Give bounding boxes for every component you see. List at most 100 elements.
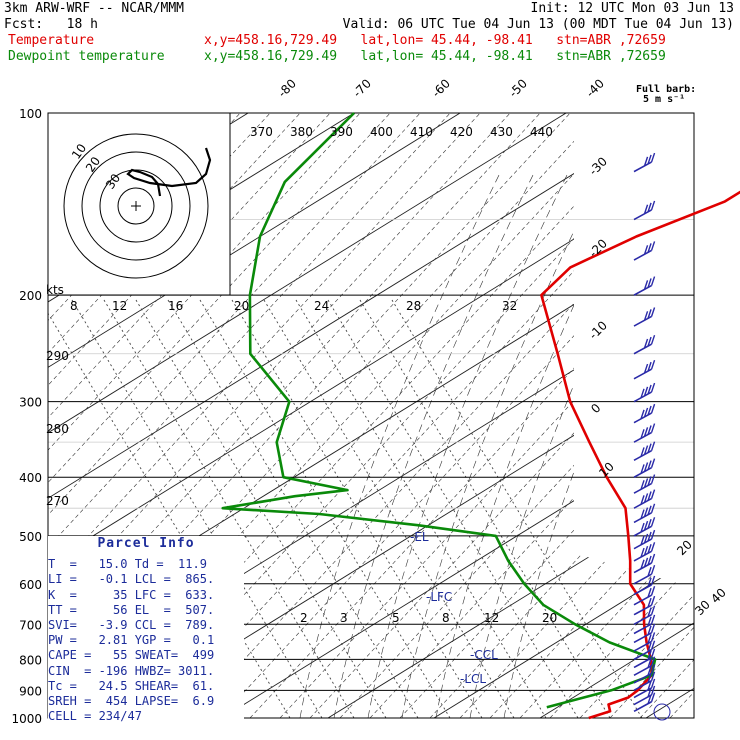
wind-barb-flag [640, 480, 645, 490]
moist-adiabat-line [367, 172, 569, 718]
parcel-info-row: PW = 2.81 YGP = 0.1 [48, 633, 215, 648]
wind-barb-flag [640, 535, 645, 546]
theta-label: 410 [410, 125, 433, 139]
isotherm-line [48, 113, 673, 718]
theta-label: 430 [490, 125, 513, 139]
wind-barb [633, 678, 656, 699]
dry-adiabat-line [609, 113, 694, 718]
isotherm-label: -40 [583, 76, 607, 100]
wind-barb-flag [643, 462, 649, 472]
wind-barb-flag [643, 407, 649, 418]
forecast-hour: Fcst: 18 h [4, 17, 98, 32]
wind-barb-flag [643, 311, 649, 321]
wind-barb [633, 474, 656, 494]
wind-barb-flag [650, 152, 656, 163]
wind-barb-flag [647, 587, 652, 598]
wind-barb [633, 575, 656, 596]
wind-barb [633, 614, 656, 635]
hodograph-speed-label: 28 [406, 299, 421, 313]
isotherm-line [327, 113, 694, 718]
dry-adiabat-line [279, 113, 694, 718]
isotherm-line [221, 113, 694, 718]
wind-barb-flag [647, 278, 652, 288]
wind-barb-flag [650, 605, 656, 615]
wind-barb-flag [650, 632, 656, 642]
wind-barb-flag [650, 403, 656, 414]
wind-barb-flag [650, 614, 656, 625]
hodograph-box [47, 112, 231, 296]
pressure-tick-label: 100 [19, 107, 42, 121]
isotherm-label: -10 [586, 318, 610, 342]
wind-barb-flag [647, 673, 652, 683]
theta-e-line [359, 299, 611, 718]
wind-barb-flag [647, 361, 652, 372]
wind-barb-flag [640, 509, 645, 519]
moist-adiabat-line [299, 172, 501, 718]
isotherm-label: 20 [674, 537, 695, 558]
init-time: Init: 12 UTC Mon 03 Jun 13 [530, 1, 735, 16]
moist-adiabat-line [333, 172, 535, 718]
dry-adiabat-line [399, 113, 694, 718]
wind-barb-flag [650, 575, 656, 586]
wind-barb [633, 241, 656, 261]
dry-adiabat-line [429, 113, 694, 718]
wind-barb-flag [640, 447, 645, 457]
wind-barb-flag [650, 648, 656, 659]
wind-barb-flag [647, 687, 652, 698]
wind-barb-flag [643, 493, 649, 503]
wind-barb-flag [647, 518, 652, 529]
wind-barb-flag [647, 597, 652, 608]
parcel-info-row: SREH = 454 LAPSE= 6.9 [48, 694, 215, 709]
isotherm-label: -30 [586, 154, 610, 178]
wind-barb-flag [647, 491, 652, 501]
isotherm-label: -60 [429, 76, 453, 100]
parcel-info-title: Parcel Info [97, 536, 195, 551]
dry-adiabat-line [99, 113, 694, 718]
theta-e-line [199, 299, 451, 718]
wind-barb-flag [647, 336, 652, 347]
wind-barb-flag [647, 666, 652, 676]
wind-barb-flag [647, 202, 652, 213]
wind-barb-flag [643, 245, 649, 255]
temperature-line [540, 190, 740, 720]
wind-barb-flag [647, 476, 652, 486]
wind-barb [633, 276, 656, 296]
moist-adiabat-line [435, 172, 637, 718]
temperature-legend-label: Temperature [8, 33, 95, 48]
hodograph-ring [117, 187, 155, 225]
isotherm-label: -70 [350, 76, 374, 100]
dry-adiabat-line [309, 113, 694, 718]
hodograph-trace [126, 147, 212, 197]
hodograph-speed-label: 24 [314, 299, 329, 313]
wind-barb [633, 334, 656, 355]
wind-barb [633, 671, 656, 692]
wind-barb-flag [647, 384, 652, 395]
wind-barb [633, 503, 656, 524]
parcel-info-row: SVI= -3.9 CCL = 789. [48, 618, 215, 633]
wind-barb-flag [640, 464, 645, 474]
wind-barb [633, 458, 656, 478]
wind-barb-flag [647, 243, 652, 253]
wind-barb [633, 632, 656, 652]
wind-barb [633, 529, 656, 550]
wind-barb [633, 692, 656, 713]
theta-e-line [135, 299, 387, 718]
wind-barb-flag [650, 564, 656, 575]
wind-barb [633, 403, 656, 424]
wind-barb-flag [650, 640, 656, 651]
wind-barb-flag [647, 443, 652, 453]
moist-adiabat-line [401, 172, 603, 718]
hodograph-speed-label: 20 [234, 299, 249, 313]
wind-barb-flag [647, 694, 652, 704]
isotherm-label: 0 [588, 401, 603, 416]
wind-barb-flag [643, 386, 649, 397]
wind-barb-flag [647, 634, 652, 644]
wind-barb-flag [650, 529, 656, 540]
theta-label: 380 [290, 125, 313, 139]
dry-adiabat-line [339, 113, 694, 718]
wind-barb [633, 664, 656, 684]
wind-barb-flag [650, 276, 656, 286]
parcel-info-row: LI = -0.1 LCL = 865. [48, 572, 215, 587]
wind-barb-flag [650, 307, 656, 317]
pressure-tick-label: 400 [19, 471, 42, 485]
